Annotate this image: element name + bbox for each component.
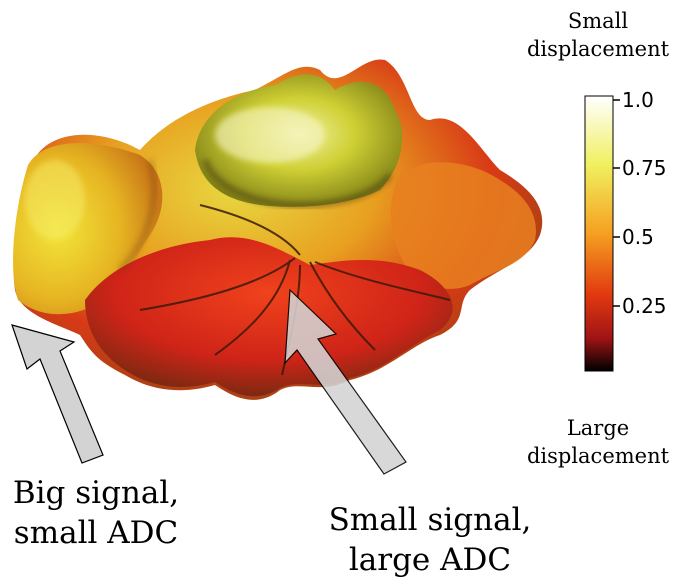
left-annotation-line2: small ADC: [14, 515, 178, 551]
colorbar-bottom-label-line2: displacement: [527, 444, 670, 468]
right-arrow: [284, 288, 407, 475]
displacement-glyph: [13, 59, 543, 400]
left-annotation-line1: Big signal,: [13, 475, 179, 511]
colorbar-top-label-line2: displacement: [527, 37, 670, 61]
colorbar: 1.0 0.75 0.5 0.25 Small displacement Lar…: [527, 9, 670, 468]
right-annotation-line2: large ADC: [349, 542, 511, 578]
colorbar-top-label-line1: Small: [568, 9, 629, 33]
glyph-right-lobe: [390, 162, 536, 289]
colorbar-tick-1: 1.0: [622, 88, 654, 112]
colorbar-tick-025: 0.25: [622, 294, 667, 318]
left-arrow: [11, 324, 104, 464]
right-annotation-line1: Small signal,: [329, 502, 532, 538]
colorbar-tick-075: 0.75: [622, 156, 667, 180]
colorbar-bottom-label-line1: Large: [567, 416, 629, 440]
colorbar-tick-05: 0.5: [622, 225, 654, 249]
colorbar-gradient: [584, 95, 614, 372]
